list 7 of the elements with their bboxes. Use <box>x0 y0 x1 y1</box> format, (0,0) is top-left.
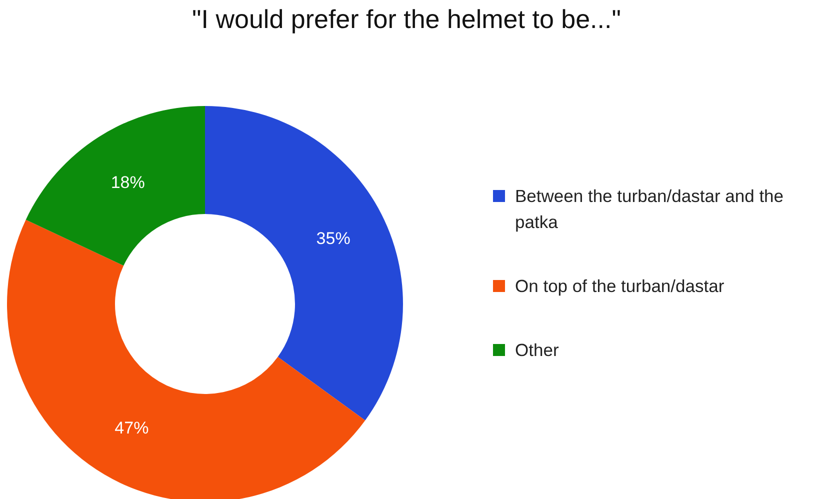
data-label: 18% <box>110 172 145 192</box>
legend-label: Other <box>515 339 559 362</box>
legend-label: On top of the turban/dastar <box>515 275 724 298</box>
chart-title: "I would prefer for the helmet to be..." <box>191 4 622 35</box>
legend-label: Between the turban/dastar and the patka <box>515 185 785 234</box>
data-label: 35% <box>316 229 350 248</box>
data-label: 47% <box>114 418 149 438</box>
